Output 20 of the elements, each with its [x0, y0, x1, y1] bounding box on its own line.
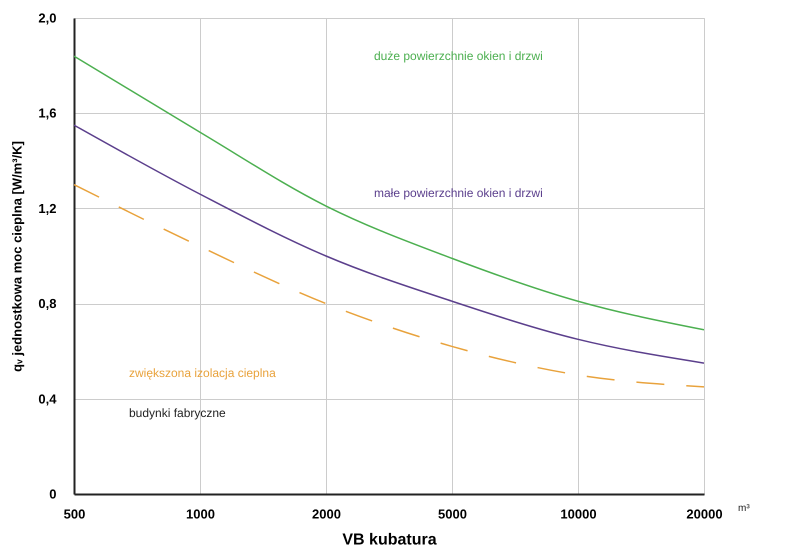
text: małe powierzchnie okien i drzwi: [374, 186, 543, 200]
text: duże powierzchnie okien i drzwi: [374, 49, 543, 63]
x-tick-label: 10000: [560, 506, 597, 522]
y-tick-label: 1,2: [38, 200, 56, 216]
x-tick-label: 1000: [186, 506, 215, 522]
y-tick-label: 0: [49, 486, 56, 502]
x-tick-label: 2000: [312, 506, 341, 522]
annotation: budynki fabryczne: [129, 406, 226, 420]
y-tick-label: 2,0: [38, 10, 56, 26]
text: m³: [738, 503, 750, 514]
y-tick-label: 1,6: [38, 106, 56, 121]
x-tick-label: 500: [64, 506, 86, 522]
x-tick-label: 20000: [686, 506, 723, 522]
y-tick-label: 0,8: [38, 296, 56, 312]
y-tick-label: 0,4: [38, 391, 58, 406]
y-axis-title: qᵥ jednostkowa moc cieplna [W/m³/K]: [9, 141, 24, 372]
x-axis-title: VB kubatura: [342, 532, 437, 548]
text: zwiększona izolacja cieplna: [129, 366, 276, 380]
x-tick-label: 5000: [438, 506, 467, 522]
line-series: [74, 124, 704, 364]
